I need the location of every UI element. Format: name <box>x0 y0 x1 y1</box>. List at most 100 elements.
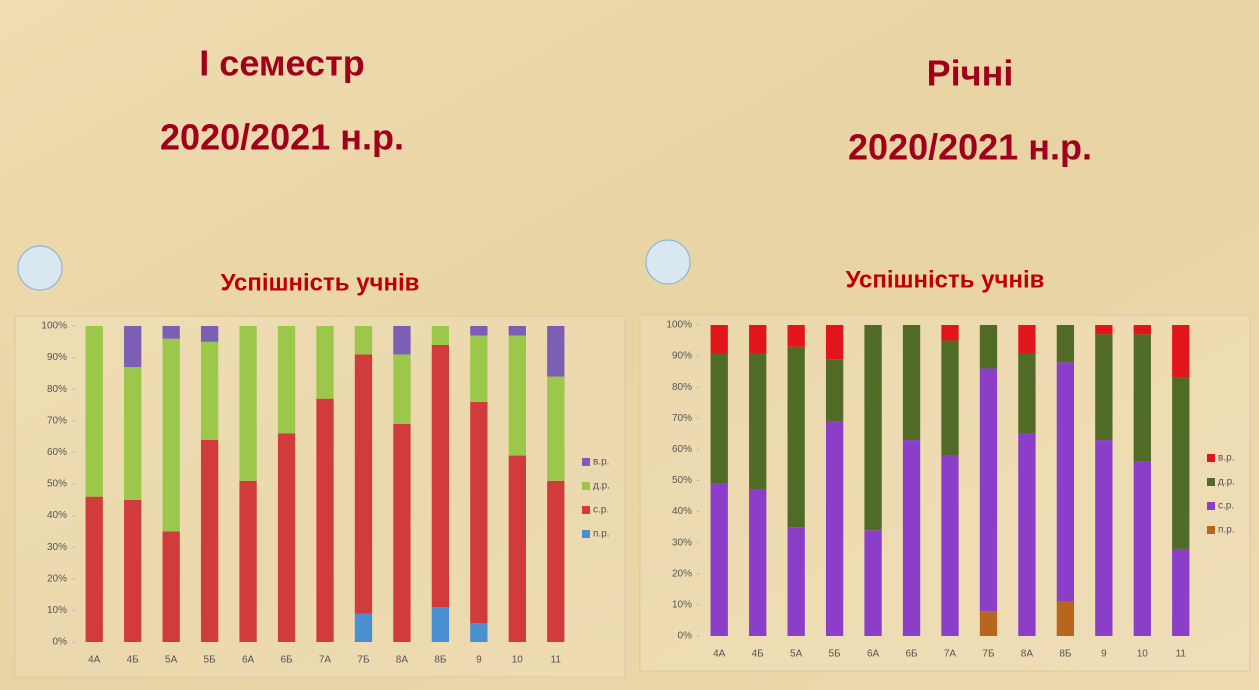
y-tick-label: 40% <box>672 506 692 517</box>
legend-swatch <box>582 482 590 490</box>
bar-segment <box>431 607 450 642</box>
legend-label: с.р. <box>593 505 609 516</box>
legend-label: д.р. <box>1218 477 1235 488</box>
y-tick-label: 0% <box>53 637 68 648</box>
x-tick-label: 11 <box>551 655 562 666</box>
x-tick-label: 8А <box>396 655 409 666</box>
y-tick-label: 40% <box>47 510 67 521</box>
icon <box>645 239 691 285</box>
bar-segment <box>941 325 959 341</box>
x-tick-label: 9 <box>476 655 482 666</box>
bar-segment <box>1095 334 1113 441</box>
bar-segment <box>239 326 257 481</box>
y-tick-label: 50% <box>672 475 692 486</box>
icon <box>17 245 63 291</box>
bar-segment <box>1133 325 1151 335</box>
x-tick-label: 7А <box>319 655 332 666</box>
y-tick-label: 50% <box>47 479 67 490</box>
bar-segment <box>979 368 998 612</box>
y-tick-label: 0% <box>678 631 693 642</box>
bar-segment <box>277 433 296 642</box>
bar-segment <box>547 326 565 377</box>
x-tick-label: 5А <box>165 655 178 666</box>
legend-label: п.р. <box>593 529 610 540</box>
y-tick-label: 10% <box>672 600 692 611</box>
legend-label: с.р. <box>1218 501 1234 512</box>
bar-segment <box>979 611 998 636</box>
bar-segment <box>1172 377 1190 549</box>
x-tick-label: 10 <box>512 655 524 666</box>
bar-segment <box>124 326 142 368</box>
bar-segment <box>1133 461 1151 636</box>
bar-segment <box>1018 325 1036 353</box>
bar-segment <box>162 531 180 642</box>
y-tick-label: 100% <box>666 320 692 331</box>
x-tick-label: 8Б <box>1059 649 1072 660</box>
heading: 2020/2021 н.р. <box>848 127 1092 168</box>
legend-label: в.р. <box>593 457 609 468</box>
y-tick-label: 100% <box>41 321 67 332</box>
x-tick-label: 6А <box>242 655 255 666</box>
bar-segment <box>85 496 103 642</box>
bar-segment <box>749 325 767 353</box>
bar-segment <box>825 421 844 636</box>
bar-segment <box>1056 325 1075 363</box>
legend-swatch <box>1207 502 1215 510</box>
bar-segment <box>470 335 488 402</box>
bar-segment <box>710 352 728 484</box>
bar-segment <box>354 326 373 355</box>
x-tick-label: 4А <box>88 655 101 666</box>
bar-segment <box>825 359 844 422</box>
bar-segment <box>979 325 998 369</box>
legend-swatch <box>582 506 590 514</box>
bar-segment <box>470 326 488 336</box>
y-tick-label: 60% <box>47 447 67 458</box>
bar-segment <box>749 489 767 636</box>
legend-label: д.р. <box>593 481 610 492</box>
bar-segment <box>393 354 411 424</box>
bar-segment <box>1056 601 1075 636</box>
bar-segment <box>1095 440 1113 636</box>
bar-segment <box>864 530 882 636</box>
legend-swatch <box>582 458 590 466</box>
x-tick-label: 6А <box>867 649 880 660</box>
legend-label: п.р. <box>1218 525 1235 536</box>
y-tick-label: 30% <box>47 542 67 553</box>
x-tick-label: 7А <box>944 649 957 660</box>
bar-segment <box>508 335 526 456</box>
bar-segment <box>547 376 565 481</box>
bar-segment <box>470 623 488 642</box>
heading: Річні <box>927 53 1014 94</box>
legend-label: в.р. <box>1218 453 1234 464</box>
y-tick-label: 80% <box>47 384 67 395</box>
bar-segment <box>508 326 526 336</box>
y-tick-label: 90% <box>672 351 692 362</box>
bar-segment <box>470 401 488 624</box>
x-tick-label: 7Б <box>357 655 370 666</box>
y-tick-label: 30% <box>672 537 692 548</box>
bar-segment <box>354 613 373 642</box>
legend-swatch <box>1207 478 1215 486</box>
chart-title: Успішність учнів <box>221 269 420 296</box>
bar-segment <box>162 326 180 339</box>
bar-segment <box>1095 325 1113 335</box>
x-tick-label: 5А <box>790 649 803 660</box>
bar-segment <box>1056 362 1075 602</box>
bar-segment <box>85 326 103 497</box>
y-tick-label: 70% <box>672 413 692 424</box>
y-tick-label: 20% <box>672 568 692 579</box>
y-tick-label: 90% <box>47 352 67 363</box>
x-tick-label: 4Б <box>752 649 765 660</box>
y-tick-label: 80% <box>672 382 692 393</box>
bar-segment <box>1172 325 1190 378</box>
bar-segment <box>787 346 805 528</box>
bar-segment <box>902 325 921 441</box>
bar-segment <box>162 338 180 532</box>
bar-segment <box>749 352 767 490</box>
bar-segment <box>316 326 334 399</box>
x-tick-label: 4Б <box>127 655 140 666</box>
legend-swatch <box>582 530 590 538</box>
bar-segment <box>941 340 959 456</box>
bar-segment <box>431 326 450 345</box>
